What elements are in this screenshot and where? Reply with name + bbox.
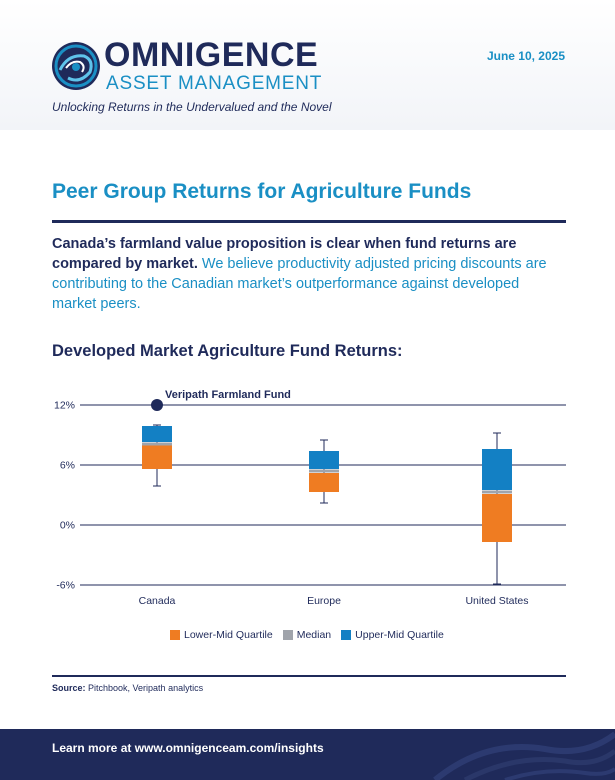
intro-body: We believe productivity adjusted pricing… xyxy=(52,256,547,312)
legend-item-median: Median xyxy=(282,629,332,641)
brand-name: OMNIGENCE xyxy=(104,36,319,74)
source-note: Source: Pitchbook, Veripath analytics xyxy=(52,683,203,693)
intro-lead: Canada’s farmland value proposition is c… xyxy=(52,236,517,272)
legend-item-upper-mid: Upper-Mid Quartile xyxy=(341,629,444,641)
title-divider xyxy=(52,220,566,223)
legend-swatch-upper-mid xyxy=(341,630,352,640)
source-text: Pitchbook, Veripath analytics xyxy=(85,683,204,693)
y-tick-label: 0% xyxy=(60,520,75,532)
x-category-label: United States xyxy=(465,595,528,607)
y-tick-label: -6% xyxy=(56,580,75,592)
source-label: Source: xyxy=(52,683,86,693)
chart-legend: Lower-Mid Quartile Median Upper-Mid Quar… xyxy=(170,629,444,641)
veripath-fund-label: Veripath Farmland Fund xyxy=(165,389,291,401)
chart-title: Developed Market Agriculture Fund Return… xyxy=(52,342,403,360)
y-tick-label: 12% xyxy=(54,400,75,412)
lower-mid-quartile-box xyxy=(309,473,339,492)
bottom-divider xyxy=(52,675,566,677)
intro-paragraph: Canada’s farmland value proposition is c… xyxy=(52,234,566,314)
page-title: Peer Group Returns for Agriculture Funds xyxy=(52,180,472,203)
upper-mid-quartile-box xyxy=(142,426,172,442)
median-bar xyxy=(142,442,172,446)
lower-mid-quartile-box xyxy=(482,494,512,542)
x-category-label: Europe xyxy=(307,595,341,607)
tagline: Unlocking Returns in the Undervalued and… xyxy=(52,100,332,114)
veripath-fund-marker xyxy=(151,399,163,411)
legend-swatch-lower-mid xyxy=(170,630,180,640)
footer-wave-decoration xyxy=(433,731,615,780)
lower-mid-quartile-box xyxy=(142,445,172,469)
upper-mid-quartile-box xyxy=(482,449,512,490)
footer-link-text[interactable]: Learn more at www.omnigenceam.com/insigh… xyxy=(52,741,324,755)
median-bar xyxy=(309,469,339,473)
header-band xyxy=(0,0,615,130)
brand-subtitle: ASSET MANAGEMENT xyxy=(106,73,323,94)
legend-label-median: Median xyxy=(296,629,332,641)
y-tick-label: 6% xyxy=(60,460,75,472)
legend-label-upper-mid: Upper-Mid Quartile xyxy=(355,629,444,641)
legend-label-lower-mid: Lower-Mid Quartile xyxy=(184,629,273,641)
publish-date: June 10, 2025 xyxy=(486,49,565,63)
x-category-label: Canada xyxy=(139,595,176,607)
median-bar xyxy=(482,490,512,494)
omnigence-logo-icon xyxy=(52,42,100,90)
legend-swatch-median xyxy=(282,630,293,640)
legend-item-lower-mid: Lower-Mid Quartile xyxy=(170,629,273,641)
box-plot-chart: 12% 6% 0% -6% Canada Europe United States Verip… xyxy=(54,389,566,607)
footer-band: Learn more at www.omnigenceam.com/insigh… xyxy=(0,729,615,780)
upper-mid-quartile-box xyxy=(309,451,339,469)
